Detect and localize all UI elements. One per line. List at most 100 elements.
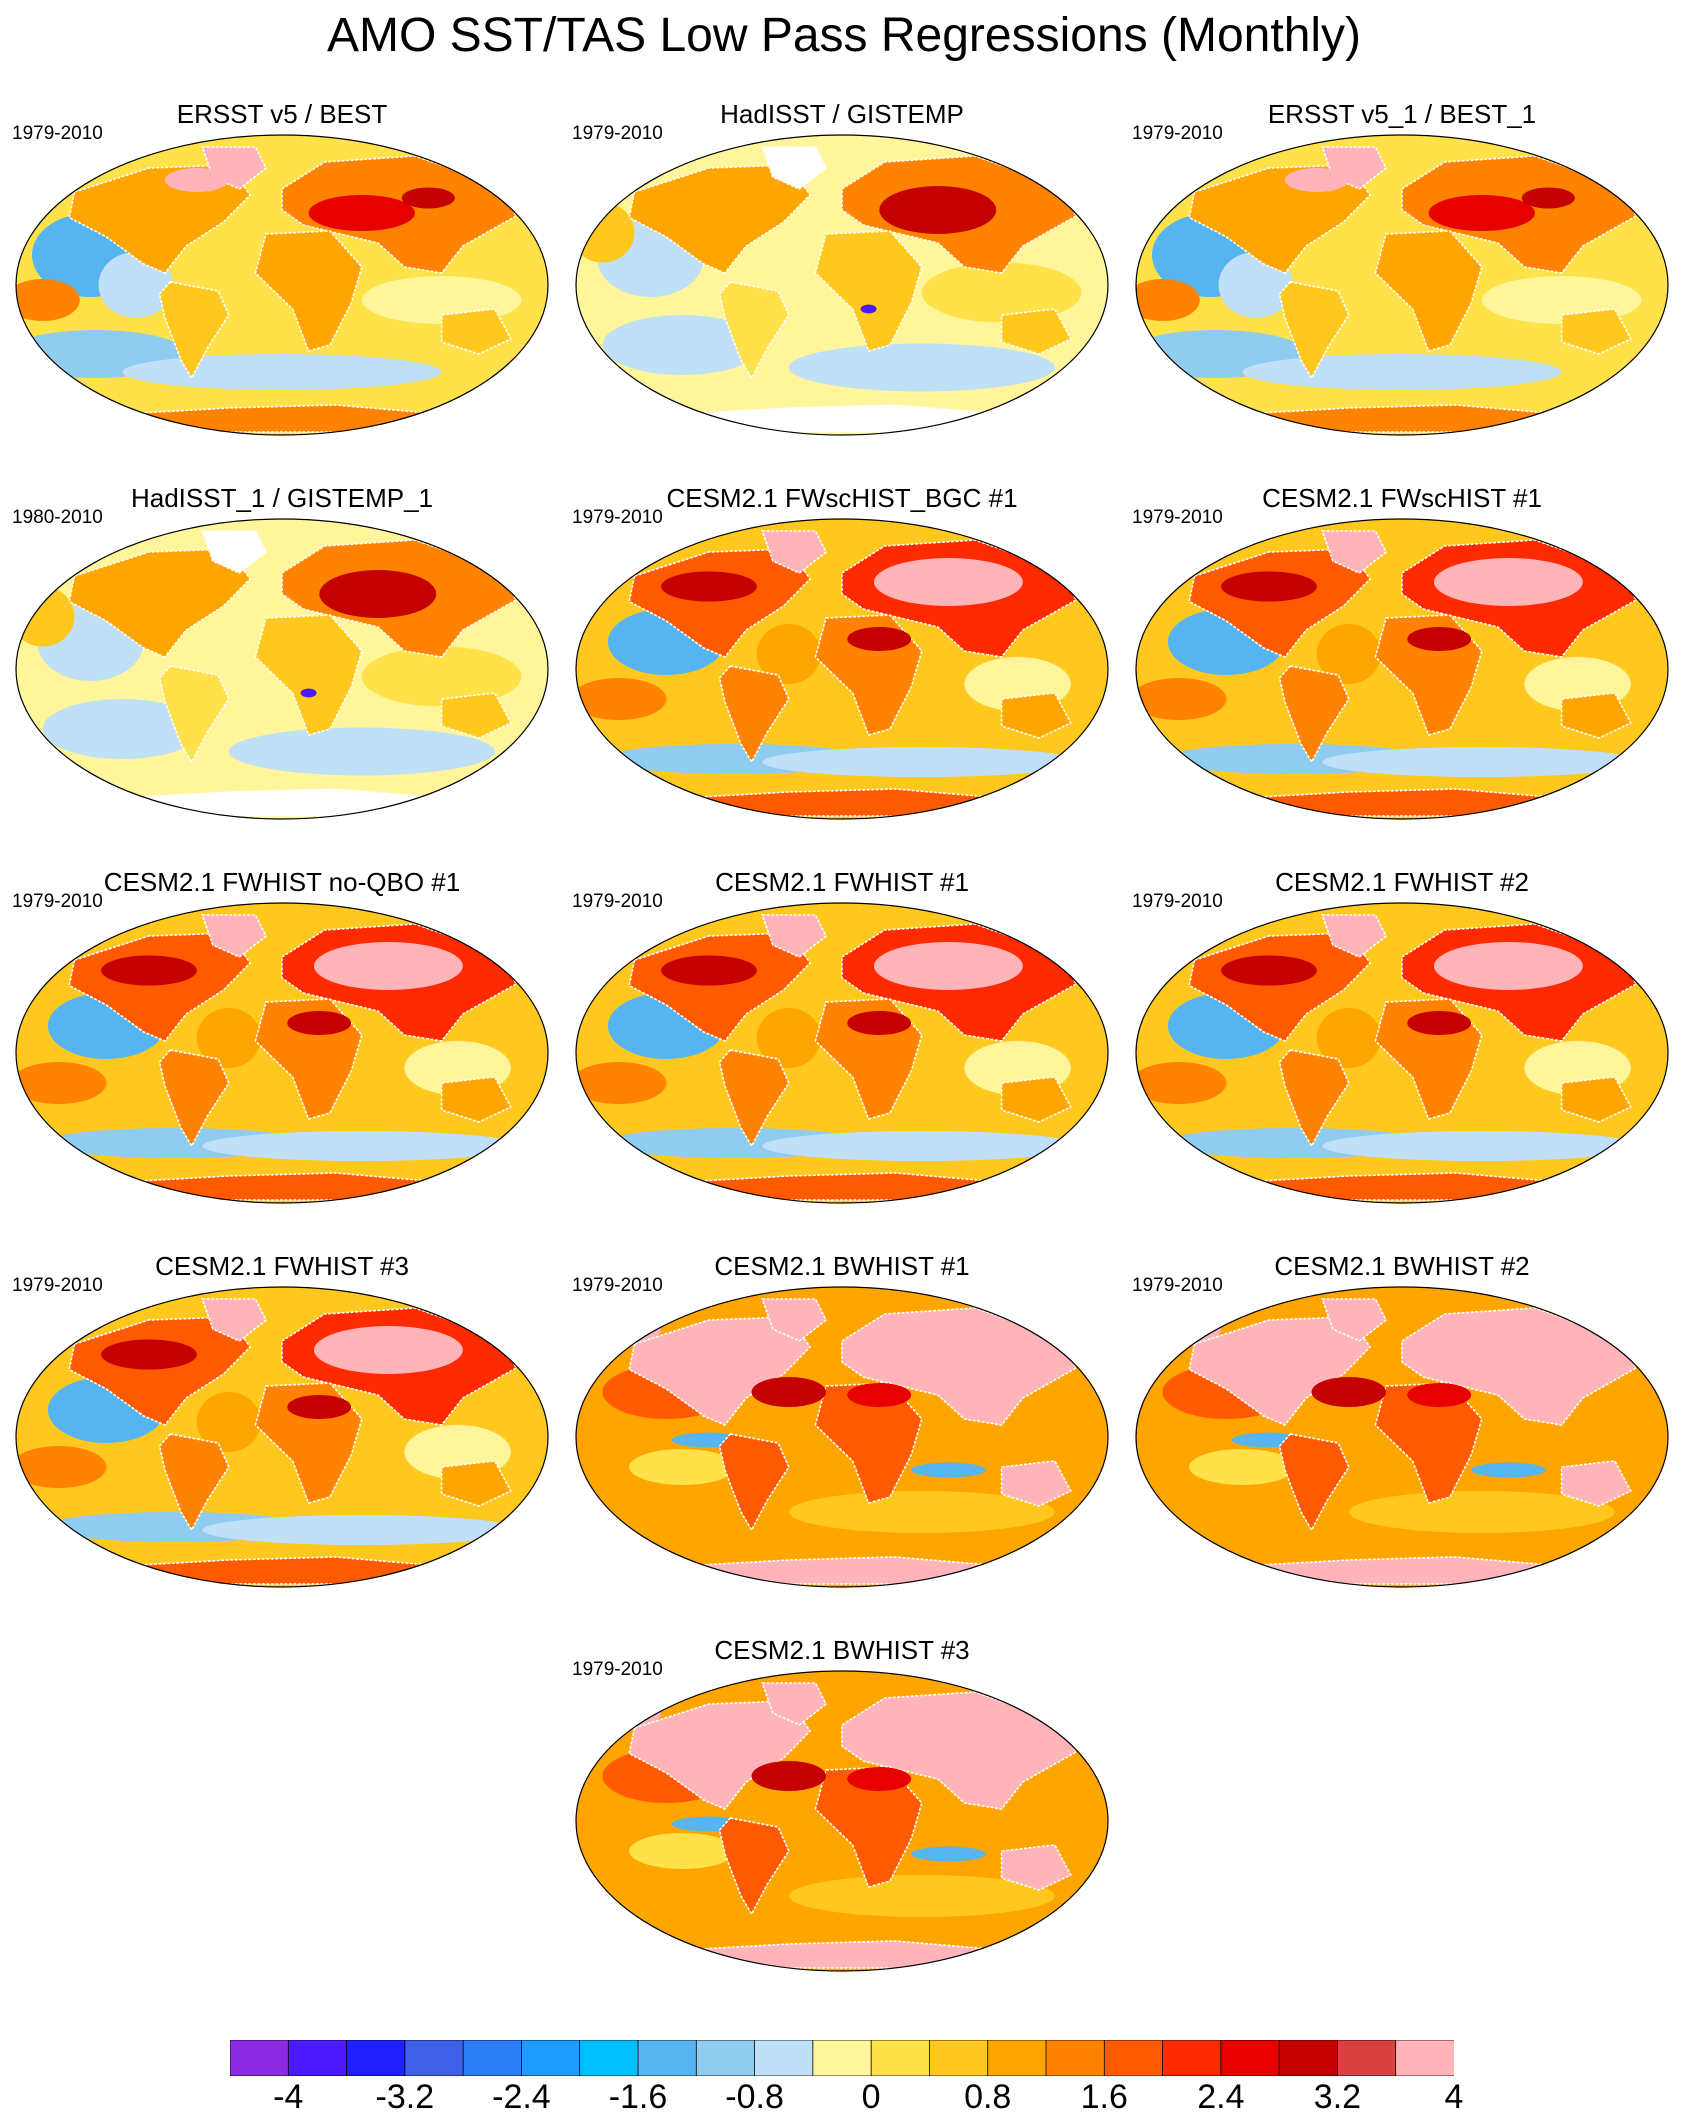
continent-northAmerica: [68, 548, 252, 658]
panel-title: CESM2.1 FWscHIST_BGC #1: [666, 483, 1018, 513]
anomaly-region: [879, 186, 997, 234]
continent-northAmerica: [628, 164, 812, 274]
anomaly-region: [196, 1392, 261, 1452]
anomaly-region: [661, 571, 757, 602]
map-panel: CESM2.1 FWHIST #2 1979-2010: [1132, 866, 1672, 1246]
world-map: [575, 1670, 1109, 1972]
panel-title: ERSST v5 / BEST: [176, 99, 388, 129]
continent-eurasia: [841, 1691, 1078, 1810]
anomaly-region: [1471, 1462, 1546, 1478]
map-panel: CESM2.1 FWHIST #1 1979-2010: [572, 866, 1112, 1246]
continent-southAmerica: [1278, 1433, 1350, 1532]
continent-northAmerica: [628, 1700, 812, 1810]
continent-southAmerica: [158, 1433, 230, 1532]
continent-australia: [440, 308, 512, 355]
continent-southAmerica: [718, 281, 790, 380]
anomaly-region: [1189, 1449, 1296, 1485]
continent-southAmerica: [1278, 281, 1350, 380]
world-map: [575, 134, 1109, 436]
continent-greenland: [201, 530, 268, 574]
anomaly-region: [847, 1383, 912, 1407]
anomaly-region: [629, 1833, 736, 1869]
anomaly-region: [1316, 1008, 1381, 1068]
continent-southAmerica: [718, 665, 790, 764]
anomaly-region: [1136, 1062, 1227, 1104]
map-panel: HadISST / GISTEMP 1979-2010: [572, 98, 1112, 478]
colorbar-box: [1162, 2040, 1222, 2076]
anomaly-region: [1322, 1131, 1642, 1161]
continent-greenland: [761, 1682, 828, 1726]
world-map: [1135, 134, 1669, 436]
colorbar-box: [1395, 2040, 1454, 2076]
continent-australia: [1000, 692, 1072, 739]
colorbar-box: [579, 2040, 639, 2076]
colorbar-box: [462, 2040, 523, 2076]
world-map: [15, 902, 549, 1204]
map-panel: CESM2.1 FWscHIST #1 1979-2010: [1132, 482, 1672, 862]
anomaly-region: [98, 252, 173, 318]
anomaly-region: [101, 955, 197, 986]
anomaly-region: [788, 1875, 1055, 1917]
anomaly-region: [576, 1062, 667, 1104]
anomaly-region: [228, 727, 495, 776]
continent-africa: [1374, 230, 1483, 352]
anomaly-region: [287, 1395, 352, 1419]
anomaly-region: [361, 646, 522, 707]
anomaly-region: [1221, 955, 1317, 986]
anomaly-region: [1284, 168, 1349, 192]
anomaly-region: [319, 570, 437, 618]
anomaly-region: [1433, 558, 1583, 606]
colorbar-box: [1220, 2040, 1281, 2076]
anomaly-region: [661, 955, 757, 986]
anomaly-region: [401, 187, 455, 209]
colorbar-box: [1103, 2040, 1164, 2076]
anomaly-region: [16, 279, 80, 321]
panel-year-range: 1979-2010: [1132, 891, 1223, 912]
continent-southAmerica: [1278, 1049, 1350, 1148]
map-border: [15, 1286, 549, 1588]
panel-title: CESM2.1 BWHIST #2: [1274, 1251, 1530, 1281]
map-panel: CESM2.1 BWHIST #1 1979-2010: [572, 1250, 1112, 1630]
anomaly-region: [1407, 627, 1472, 651]
continent-northAmerica: [68, 932, 252, 1042]
anomaly-region: [1348, 1491, 1615, 1533]
continent-southAmerica: [1278, 665, 1350, 764]
anomaly-region: [629, 1449, 736, 1485]
colorbar-box: [287, 2040, 348, 2076]
continent-australia: [1560, 1460, 1632, 1507]
continent-northAmerica: [68, 1316, 252, 1426]
colorbar-box: [404, 2040, 465, 2076]
world-map: [15, 518, 549, 820]
continent-northAmerica: [628, 1316, 812, 1426]
anomaly-region: [1242, 354, 1562, 390]
world-map: [1135, 902, 1669, 1204]
continent-greenland: [1321, 914, 1388, 958]
colorbar-box: [695, 2040, 756, 2076]
continent-northAmerica: [68, 164, 252, 274]
panel-year-range: 1979-2010: [1132, 123, 1223, 144]
panel-year-range: 1979-2010: [572, 1659, 663, 1680]
continent-greenland: [761, 146, 828, 190]
panel-year-range: 1980-2010: [12, 507, 103, 528]
anomaly-region: [1521, 187, 1575, 209]
continent-greenland: [761, 530, 828, 574]
anomaly-region: [911, 1462, 986, 1478]
continent-northAmerica: [1188, 548, 1372, 658]
anomaly-region: [313, 942, 463, 990]
continent-northAmerica: [1188, 164, 1372, 274]
continent-australia: [1000, 1844, 1072, 1891]
panel-year-range: 1979-2010: [12, 891, 103, 912]
continent-greenland: [201, 914, 268, 958]
continent-africa: [1374, 1382, 1483, 1504]
world-map: [575, 902, 1109, 1204]
anomaly-region: [788, 1491, 1055, 1533]
panel-year-range: 1979-2010: [572, 891, 663, 912]
anomaly-region: [164, 168, 229, 192]
anomaly-region: [1311, 1377, 1387, 1407]
anomaly-region: [1136, 678, 1227, 720]
panel-title: CESM2.1 FWHIST #1: [715, 867, 969, 897]
colorbar-tick-label: 3.2: [1313, 2078, 1362, 2116]
anomaly-region: [1407, 1383, 1472, 1407]
panel-year-range: 1979-2010: [572, 507, 663, 528]
map-border: [575, 1670, 1109, 1972]
